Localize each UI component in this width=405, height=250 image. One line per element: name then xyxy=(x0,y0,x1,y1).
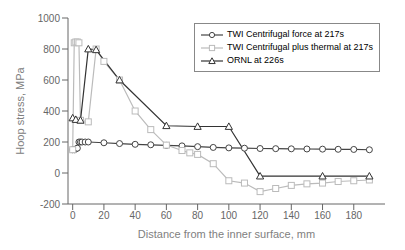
svg-text:1000: 1000 xyxy=(38,13,61,24)
svg-text:800: 800 xyxy=(43,44,60,55)
svg-text:120: 120 xyxy=(252,210,269,221)
svg-text:600: 600 xyxy=(43,75,60,86)
svg-text:180: 180 xyxy=(345,210,362,221)
svg-text:20: 20 xyxy=(98,210,110,221)
svg-text:0: 0 xyxy=(70,210,76,221)
html-text:TWI Centrifugal plus thermal a: TWI Centrifugal plus thermal at 217s xyxy=(226,42,373,52)
svg-text:140: 140 xyxy=(283,210,300,221)
svg-text:100: 100 xyxy=(220,210,237,221)
svg-text:Distance from the inner surfac: Distance from the inner surface, mm xyxy=(138,228,315,240)
svg-text:0: 0 xyxy=(54,168,60,179)
html-text:ORNL at 226s: ORNL at 226s xyxy=(226,55,284,65)
svg-text:200: 200 xyxy=(43,137,60,148)
svg-text:160: 160 xyxy=(314,210,331,221)
svg-text:400: 400 xyxy=(43,106,60,117)
svg-text:-200: -200 xyxy=(40,199,60,210)
svg-text:60: 60 xyxy=(161,210,173,221)
svg-text:40: 40 xyxy=(130,210,142,221)
svg-text:Hoop stress, MPa: Hoop stress, MPa xyxy=(14,66,26,154)
svg-text:80: 80 xyxy=(192,210,204,221)
html-text:TWI Centrifugal force at 217s: TWI Centrifugal force at 217s xyxy=(226,29,344,39)
